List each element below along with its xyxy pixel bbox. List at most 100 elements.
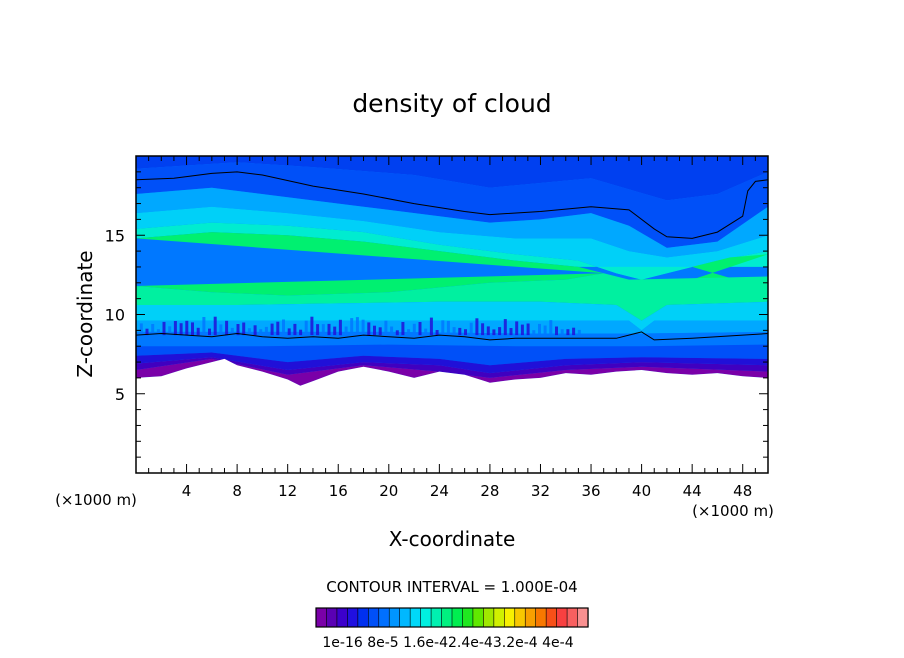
base-fringe [475,318,479,336]
contour-lines [136,171,768,341]
base-fringe [566,329,570,336]
band-cyan [136,206,768,280]
band-blue-base [136,344,768,366]
colorbar-swatch [504,607,516,628]
base-fringe [162,321,166,336]
base-fringe [202,317,206,336]
base-fringe [355,317,359,336]
base-fringe [299,329,303,336]
colorbar-frame [315,607,589,628]
colorbar-swatch [357,607,369,628]
base-fringe [179,323,183,336]
base-fringe [538,323,541,336]
band-aqua [136,222,768,280]
x-tick-label: 16 [329,482,348,500]
colorbar [315,607,589,628]
base-fringe [333,326,337,336]
base-fringe [503,319,507,336]
y-axis-label: Z-coordinate [73,250,97,377]
base-fringe [481,323,485,336]
base-fringe [293,323,297,336]
y-tick-label: 10 [105,306,125,325]
chart-title: density of cloud [352,89,551,118]
base-fringe [390,326,394,336]
base-fringe [196,327,200,336]
colorbar-swatch [326,607,338,628]
y-tick-label: 15 [105,226,125,245]
base-fringe [555,326,558,336]
colorbar-swatch [535,607,547,628]
base-fringe [173,321,177,336]
base-fringe [219,324,223,336]
base-fringe [515,321,519,336]
empty-region [136,358,768,473]
colorbar-swatch [336,607,348,628]
base-fringe [424,328,428,336]
colorbar-swatch [347,607,359,628]
x-tick-label: 12 [278,482,297,500]
x-unit-left: (×1000 m) [55,491,137,509]
base-fringe [282,319,285,336]
colorbar-swatch [556,607,568,628]
colorbar-swatch [368,607,380,628]
base-fringe [543,325,547,336]
base-fringe [486,326,490,336]
base-fringe [435,330,439,336]
base-fringe [247,328,251,336]
base-fringe [213,316,217,336]
base-fringe [407,329,411,336]
base-fringe [151,324,155,336]
base-fringe [191,322,194,336]
colorbar-swatch [409,607,422,628]
colorbar-swatch [388,607,401,628]
base-fringe [418,322,422,336]
base-fringe [498,327,502,336]
base-fringe [532,330,536,336]
x-unit-right: (×1000 m) [692,502,774,520]
base-fringe [520,324,524,336]
base-fringe [253,325,257,336]
colorbar-swatch [420,607,432,628]
colorbar-swatch [566,607,579,628]
colorbar-swatch [545,607,558,628]
base-fringe [321,324,325,336]
contour-cloud-base [136,331,768,341]
band-teal [136,273,768,321]
base-fringe [577,329,581,336]
base-fringe [412,323,416,336]
base-fringe [384,320,388,336]
contour-cloud-top [136,171,768,239]
base-fringe [168,326,172,336]
base-fringe [373,325,376,336]
band-indigo [136,357,768,378]
colorbar-labels: 1e-16 8e-5 1.6e-42.4e-43.2e-4 4e-4 [322,635,573,651]
base-fringe [441,320,445,336]
base-fringe [316,324,320,336]
x-tick-label: 4 [182,482,192,500]
base-fringe [242,322,246,336]
colorbar-swatch [462,607,474,628]
band-green [136,232,604,296]
colorbar-swatch [378,607,390,628]
x-tick-label: 44 [683,482,702,500]
x-axis-label: X-coordinate [389,527,516,551]
band-deep-blue [136,352,768,374]
base-fringe [276,321,280,336]
base-fringe [145,328,149,336]
base-fringe [492,329,496,336]
base-fringe [469,322,473,336]
base-fringe [395,330,399,336]
base-fringe [185,320,189,336]
base-fringe [338,319,342,336]
band-top [136,156,768,201]
base-fringe [367,322,371,336]
base-fringe [264,326,268,336]
colorbar-swatch [493,607,505,628]
base-fringe [361,319,365,336]
colorbar-swatch [577,607,589,628]
x-tick-label: 40 [632,482,651,500]
base-fringe [259,329,263,336]
base-fringe [225,320,229,336]
base-fringe [350,318,354,336]
